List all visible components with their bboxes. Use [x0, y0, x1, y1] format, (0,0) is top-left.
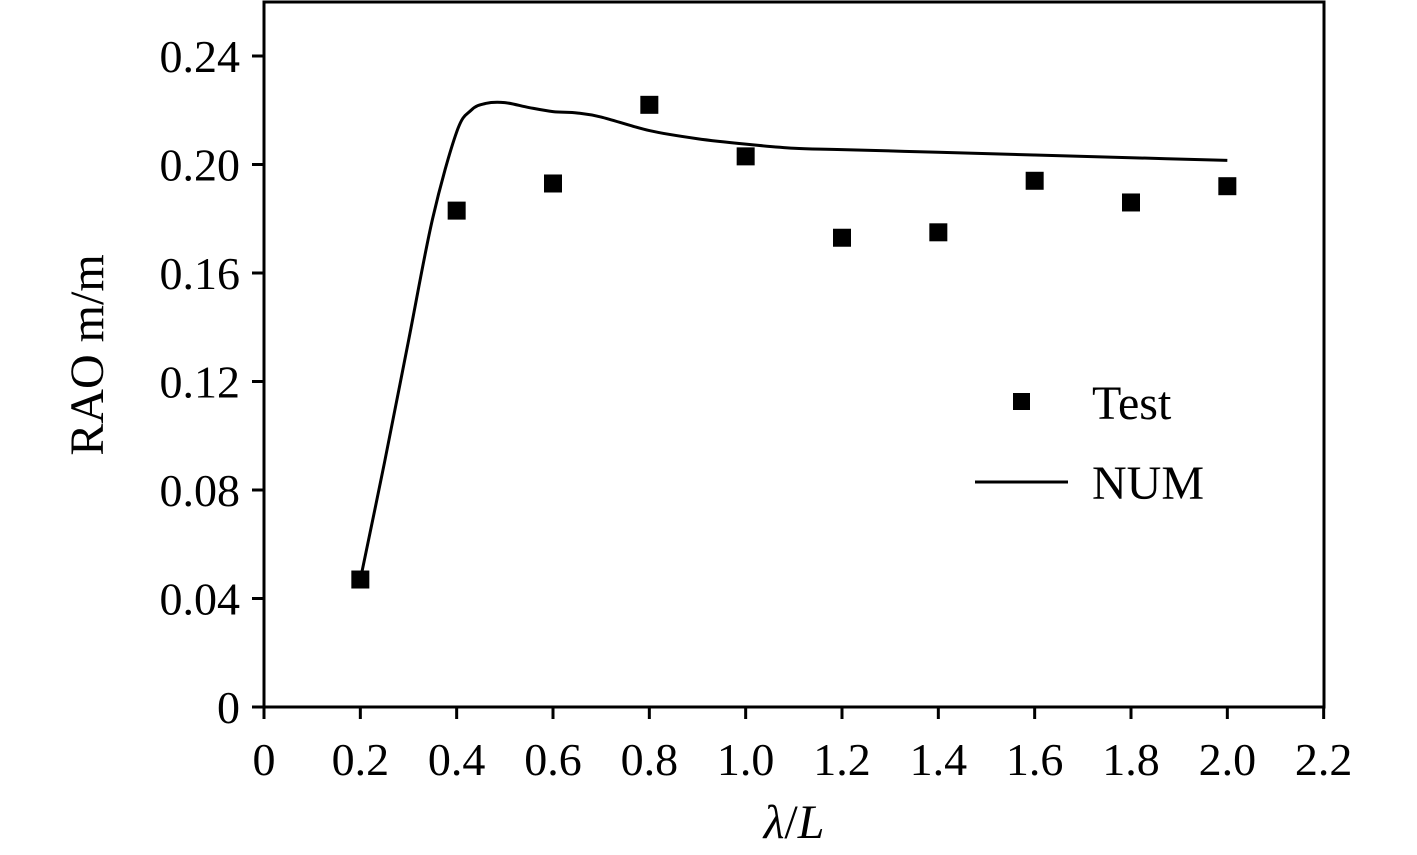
series-test-point — [736, 147, 755, 166]
series-test-point — [351, 570, 370, 589]
x-tick-label: 1.6 — [1006, 734, 1064, 785]
x-tick-label: 0.6 — [524, 734, 582, 785]
x-axis-title-lambda: λ — [762, 796, 785, 849]
x-tick-label: 1.0 — [717, 734, 775, 785]
legend-test-marker — [1013, 393, 1030, 410]
x-tick-label: 1.8 — [1102, 734, 1160, 785]
series-test-point — [1025, 171, 1044, 190]
series-test-point — [833, 228, 851, 247]
x-axis-title-slash: / — [784, 796, 798, 849]
series-test-point — [544, 174, 562, 193]
legend-num-label: NUM — [1092, 457, 1204, 510]
legend-test-label: Test — [1092, 377, 1172, 430]
x-tick-label: 0.4 — [428, 734, 486, 785]
x-tick-label: 0 — [253, 734, 276, 785]
series-num-line — [358, 100, 1228, 580]
x-tick-label: 0.2 — [332, 734, 390, 785]
y-axis: 0 0.04 0.08 0.12 0.16 0.20 0.24 — [160, 31, 264, 733]
plot-frame — [262, 0, 1326, 709]
y-tick-label: 0.16 — [160, 248, 241, 299]
y-tick-label: 0.04 — [160, 574, 241, 625]
y-tick-label: 0 — [217, 682, 240, 733]
series-test-point — [929, 223, 948, 242]
plot-area — [351, 95, 1237, 589]
x-axis-title-l: L — [797, 796, 825, 849]
y-tick-label: 0.24 — [160, 31, 241, 82]
series-test-point — [447, 201, 466, 220]
x-tick-label: 2.2 — [1295, 734, 1353, 785]
series-test-point — [1218, 177, 1237, 196]
legend: Test NUM — [975, 377, 1204, 510]
y-tick-label: 0.12 — [160, 357, 241, 408]
x-tick-label: 1.2 — [813, 734, 871, 785]
x-tick-label: 2.0 — [1199, 734, 1257, 785]
y-tick-label: 0.20 — [160, 140, 241, 191]
x-axis: 0 0.2 0.4 0.6 0.8 1.0 1.2 1.4 1.6 1.8 2.0 2.2 — [253, 707, 1353, 785]
x-axis-title: λ/L — [762, 796, 825, 849]
x-tick-label: 1.4 — [910, 734, 968, 785]
series-test-point — [640, 95, 659, 114]
y-axis-title: RAO m/m — [61, 254, 114, 455]
series-test-point — [1122, 193, 1140, 212]
y-tick-label: 0.08 — [160, 465, 241, 516]
x-tick-label: 0.8 — [621, 734, 679, 785]
